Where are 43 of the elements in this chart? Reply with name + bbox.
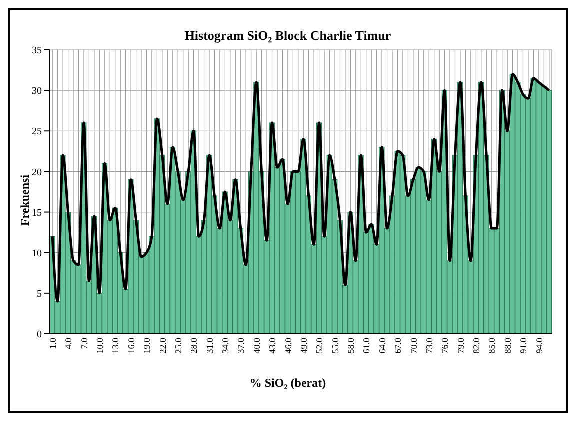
- x-tick-label: 61.0: [362, 338, 372, 354]
- x-tick-label: 1.0: [48, 338, 58, 350]
- x-tick-label: 31.0: [204, 338, 215, 354]
- y-axis-title: Frekuensi: [18, 174, 32, 226]
- x-tick-label: 28.0: [189, 338, 200, 354]
- x-tick-label: 64.0: [377, 338, 388, 354]
- x-tick-label: 88.0: [502, 338, 513, 354]
- x-tick-label: 22.0: [158, 338, 168, 354]
- x-tick-label: 16.0: [126, 338, 136, 354]
- y-tick-label: 20: [32, 167, 42, 178]
- x-tick-label: 55.0: [330, 338, 340, 354]
- x-tick-label: 40.0: [252, 338, 262, 354]
- x-tick-label: 49.0: [299, 338, 310, 354]
- y-tick-label: 10: [32, 248, 42, 260]
- x-tick-label: 46.0: [283, 338, 294, 354]
- x-tick-label: 94.0: [534, 338, 544, 354]
- x-tick-label: 10.0: [95, 338, 106, 354]
- x-tick-label: 7.0: [79, 338, 90, 350]
- x-tick-label: 85.0: [487, 338, 498, 354]
- x-tick-label: 70.0: [408, 338, 419, 354]
- x-tick-label: 4.0: [64, 338, 74, 350]
- x-tick-label: 73.0: [424, 338, 435, 354]
- x-tick-label: 82.0: [472, 338, 482, 354]
- y-tick-label: 15: [32, 208, 42, 219]
- x-tick-label: 58.0: [346, 338, 356, 354]
- chart-title: Histogram SiO₂ Block Charlie Timur: [184, 28, 392, 44]
- x-tick-label: 79.0: [456, 338, 466, 354]
- x-tick-label: 25.0: [174, 338, 184, 354]
- x-tick-label: 67.0: [393, 338, 404, 354]
- y-tick-label: 35: [32, 46, 42, 57]
- y-tick-label: 30: [32, 86, 42, 98]
- y-tick-label: 0: [37, 330, 42, 341]
- x-tick-label: 13.0: [110, 338, 121, 354]
- y-tick-label: 25: [32, 126, 42, 138]
- x-axis-title: % SiO₂ (berat): [248, 376, 328, 391]
- x-tick-label: 19.0: [142, 338, 152, 354]
- x-tick-label: 91.0: [518, 338, 529, 354]
- y-tick-label: 5: [37, 288, 42, 300]
- x-tick-label: 76.0: [440, 338, 450, 354]
- x-tick-label: 34.0: [220, 338, 231, 354]
- x-tick-label: 37.0: [236, 338, 246, 354]
- x-tick-label: 43.0: [268, 338, 278, 354]
- x-tick-label: 52.0: [314, 338, 325, 354]
